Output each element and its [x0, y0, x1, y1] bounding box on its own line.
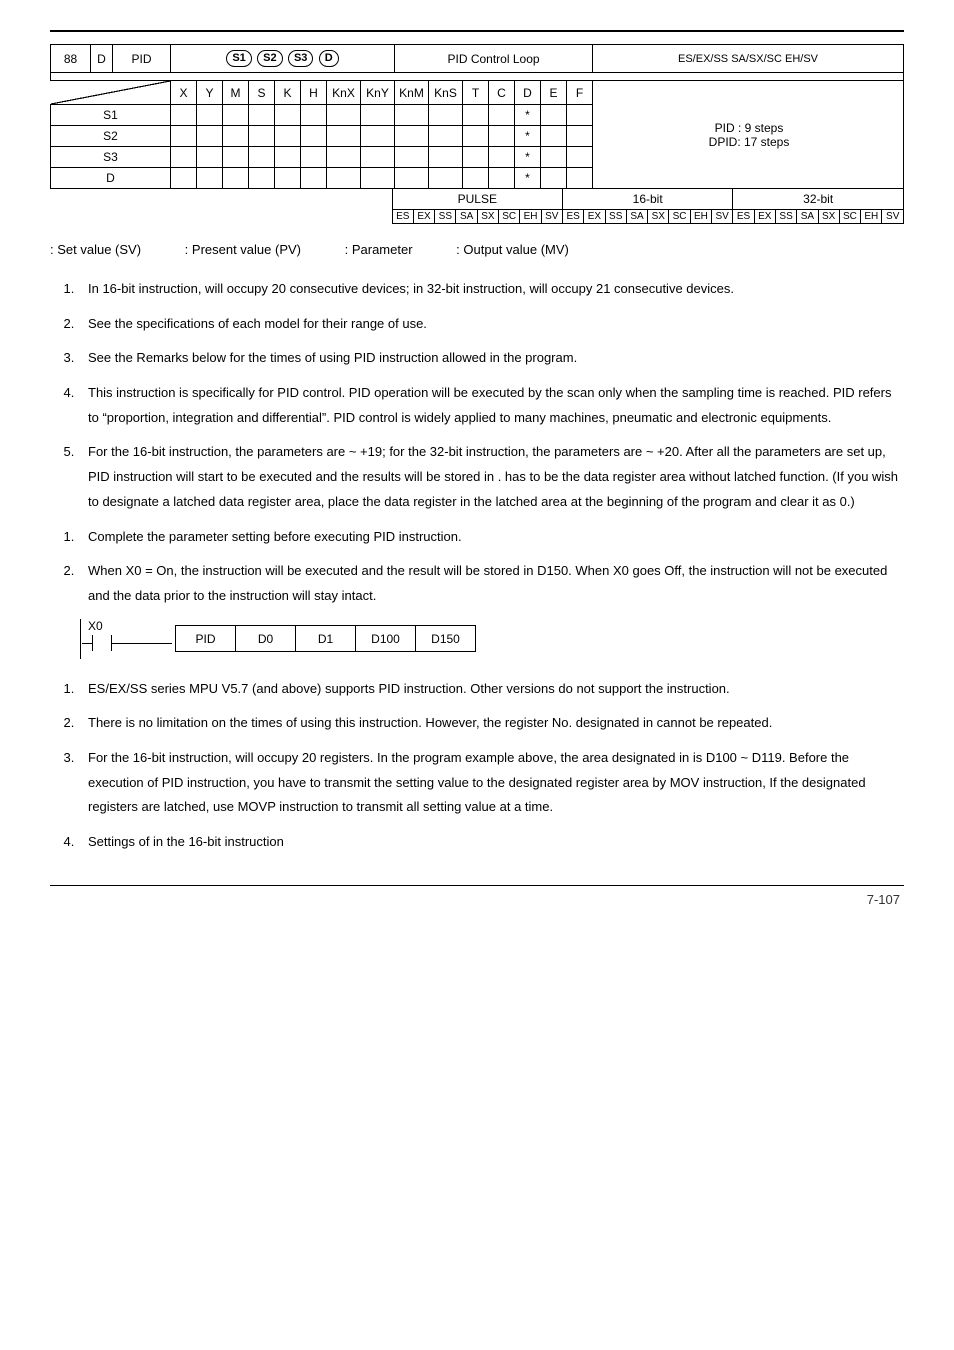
operand-symbols: S1 S2 S3 D	[171, 45, 395, 73]
col-X: X	[171, 81, 197, 105]
oval-d: D	[319, 50, 339, 67]
col-S: S	[249, 81, 275, 105]
ladder-cell-pid: PID	[176, 626, 236, 652]
ladder-cell-d0: D0	[236, 626, 296, 652]
row-label-D: D	[51, 168, 171, 189]
col-E: E	[541, 81, 567, 105]
col-F: F	[567, 81, 593, 105]
col-C: C	[489, 81, 515, 105]
legend-s3: : Parameter	[345, 242, 413, 257]
explanation-5: For the 16-bit instruction, the paramete…	[78, 440, 904, 514]
oval-s3: S3	[288, 50, 313, 67]
legend-s1: : Set value (SV)	[50, 242, 141, 257]
D-D: *	[515, 168, 541, 189]
remark-2: There is no limitation on the times of u…	[78, 711, 904, 736]
ladder-instruction-box: PID D0 D1 D100 D150	[175, 625, 476, 652]
col-H: H	[301, 81, 327, 105]
header-row-1: 88 D PID S1 S2 S3 D PID Control Loop ES/…	[51, 45, 904, 73]
ladder-rail	[80, 619, 82, 659]
ladder-contact-label: X0	[88, 619, 103, 633]
steps-cell: PID : 9 steps DPID: 17 steps	[593, 81, 904, 189]
remarks-list: ES/EX/SS series MPU V5.7 (and above) sup…	[78, 677, 904, 855]
mnemonic: PID	[113, 45, 171, 73]
function-name: PID Control Loop	[395, 45, 593, 73]
ladder-wire-2	[112, 643, 172, 644]
device-header-row: X Y M S K H KnX KnY KnM KnS T C D E F PI…	[51, 81, 904, 105]
footer-rule	[50, 885, 904, 886]
page-top-rule	[50, 30, 904, 32]
remark-1: ES/EX/SS series MPU V5.7 (and above) sup…	[78, 677, 904, 702]
col-KnS: KnS	[429, 81, 463, 105]
pulse-strip: PULSE 16-bit 32-bit ES EX SS SA SX SC EH…	[392, 188, 904, 224]
row-label-S1: S1	[51, 105, 171, 126]
ladder-cell-d150: D150	[416, 626, 476, 652]
program-example-list: Complete the parameter setting before ex…	[78, 525, 904, 609]
pulse-label: PULSE	[392, 189, 562, 210]
ladder-wire-1	[82, 643, 92, 644]
col-Y: Y	[197, 81, 223, 105]
explanation-1: In 16-bit instruction, will occupy 20 co…	[78, 277, 904, 302]
remark-3: For the 16-bit instruction, will occupy …	[78, 746, 904, 820]
col-M: M	[223, 81, 249, 105]
explanation-3: See the Remarks below for the times of u…	[78, 346, 904, 371]
ladder-diagram: X0 PID D0 D1 D100 D150	[80, 619, 904, 659]
steps-line1: PID : 9 steps	[599, 121, 899, 135]
col-T: T	[463, 81, 489, 105]
page-number: 7-107	[50, 892, 904, 907]
spacer-row	[51, 73, 904, 81]
ladder-contact	[92, 635, 112, 651]
explanation-4: This instruction is specifically for PID…	[78, 381, 904, 430]
pulse-label-row: PULSE 16-bit 32-bit	[392, 189, 903, 210]
remark-4: Settings of in the 16-bit instruction	[78, 830, 904, 855]
program-point-2: When X0 = On, the instruction will be ex…	[78, 559, 904, 608]
S2-D: *	[515, 126, 541, 147]
row-label-S2: S2	[51, 126, 171, 147]
operand-legend: : Set value (SV) : Present value (PV) : …	[50, 242, 904, 257]
instruction-header-table: 88 D PID S1 S2 S3 D PID Control Loop ES/…	[50, 44, 904, 189]
row-label-S3: S3	[51, 147, 171, 168]
diag-corner	[51, 81, 171, 105]
32bit-label: 32-bit	[733, 189, 904, 210]
d-flag: D	[91, 45, 113, 73]
legend-d: : Output value (MV)	[456, 242, 569, 257]
program-point-1: Complete the parameter setting before ex…	[78, 525, 904, 550]
col-KnM: KnM	[395, 81, 429, 105]
steps-line2: DPID: 17 steps	[599, 135, 899, 149]
explanation-2: See the specifications of each model for…	[78, 312, 904, 337]
ladder-cell-d100: D100	[356, 626, 416, 652]
col-KnX: KnX	[327, 81, 361, 105]
explanations-list: In 16-bit instruction, will occupy 20 co…	[78, 277, 904, 515]
S1-D: *	[515, 105, 541, 126]
col-K: K	[275, 81, 301, 105]
ladder-cell-d1: D1	[296, 626, 356, 652]
S3-D: *	[515, 147, 541, 168]
oval-s1: S1	[226, 50, 251, 67]
controllers-cell: ES/EX/SS SA/SX/SC EH/SV	[593, 45, 904, 73]
16bit-label: 16-bit	[562, 189, 732, 210]
api-num: 88	[51, 45, 91, 73]
col-KnY: KnY	[361, 81, 395, 105]
legend-s2: : Present value (PV)	[185, 242, 301, 257]
pulse-sub-row: ES EX SS SA SX SC EH SV ES EX SS SA SX S…	[392, 210, 903, 224]
col-D: D	[515, 81, 541, 105]
oval-s2: S2	[257, 50, 282, 67]
